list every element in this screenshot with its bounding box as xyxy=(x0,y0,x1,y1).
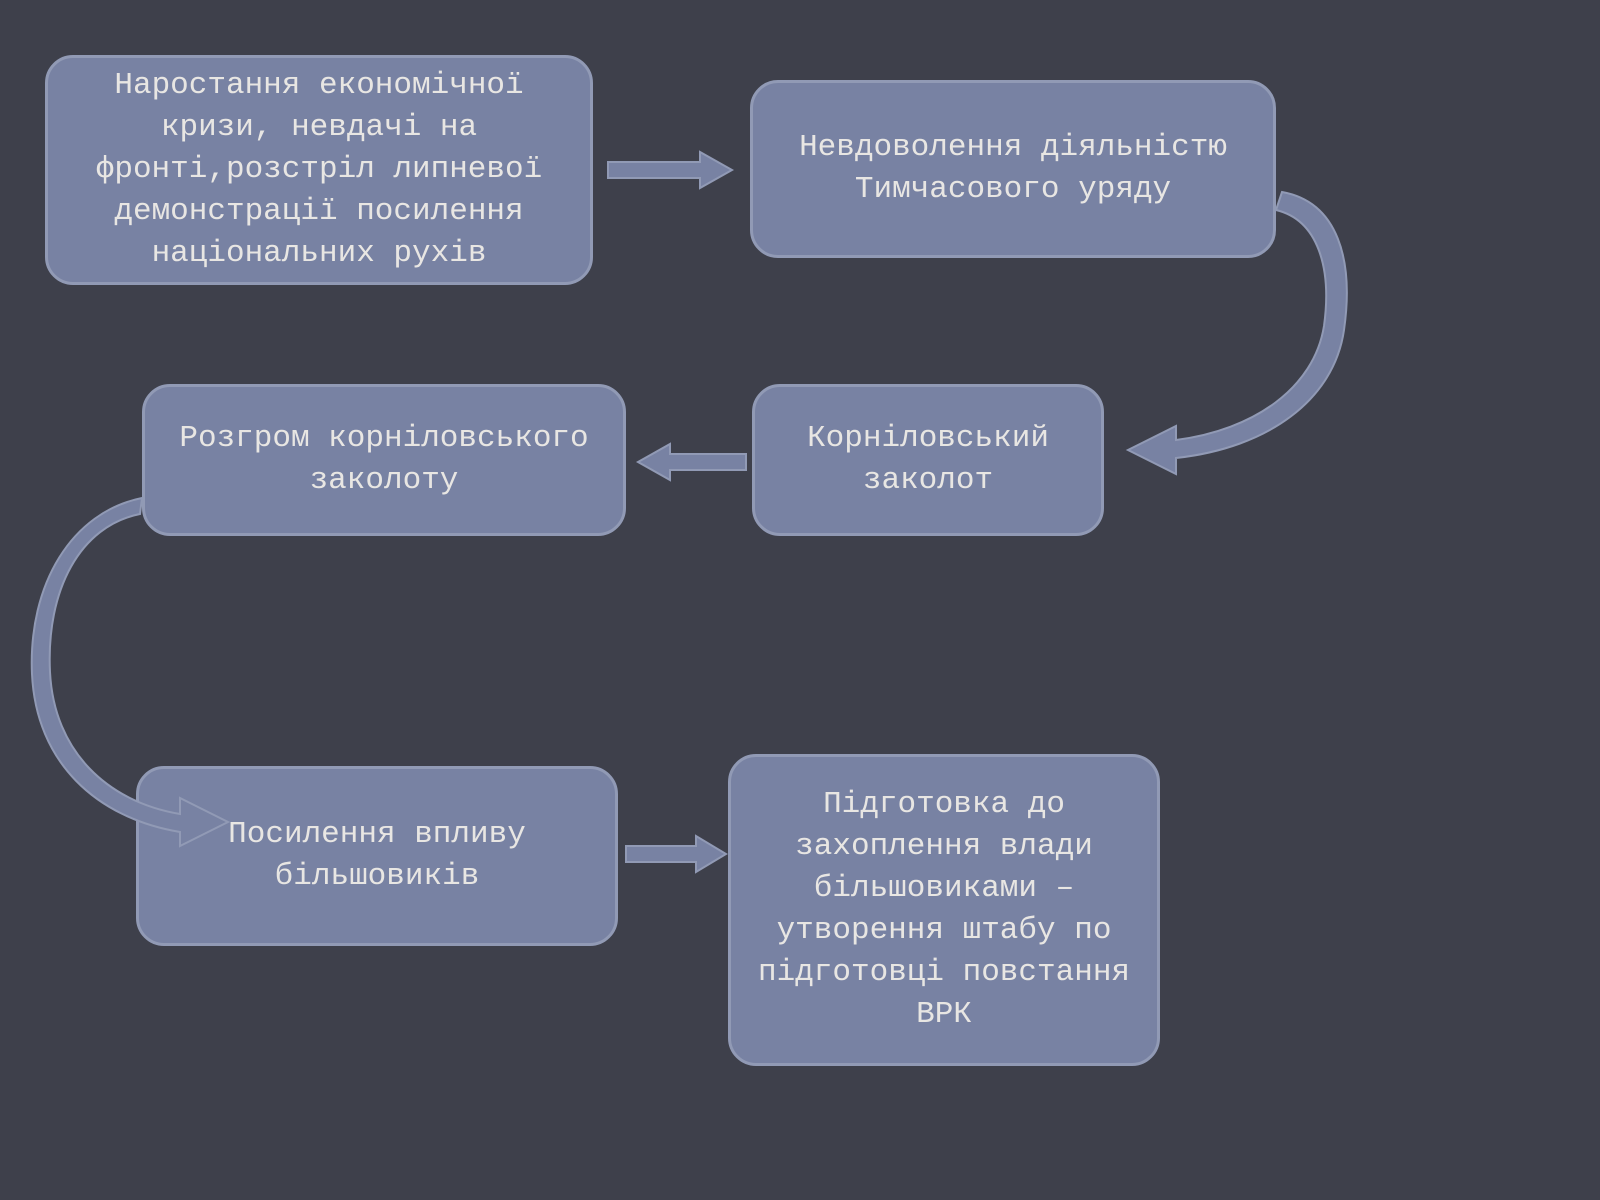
arrow-n3-n4 xyxy=(634,442,750,482)
node-label: Корніловський заколот xyxy=(773,418,1083,502)
node-label: Підготовка до захоплення влади більшовик… xyxy=(749,784,1139,1035)
flowchart-node-6: Підготовка до захоплення влади більшовик… xyxy=(728,754,1160,1066)
arrow-n5-n6 xyxy=(622,834,730,874)
flowchart-node-1: Наростання економічної кризи, невдачі на… xyxy=(45,55,593,285)
arrow-n2-n3 xyxy=(1098,190,1358,480)
arrow-n4-n5 xyxy=(22,498,242,828)
node-label: Розгром корніловського заколоту xyxy=(163,418,605,502)
flowchart-node-3: Корніловський заколот xyxy=(752,384,1104,536)
node-label: Наростання економічної кризи, невдачі на… xyxy=(66,65,572,274)
arrow-n1-n2 xyxy=(604,148,736,192)
